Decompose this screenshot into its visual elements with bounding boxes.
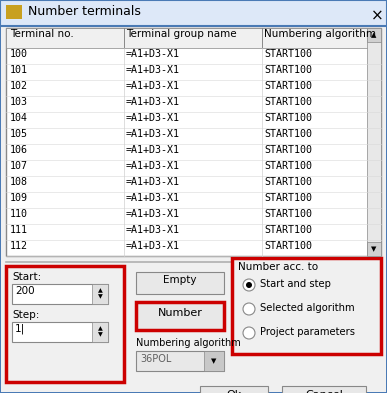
Text: ▼: ▼ [98, 332, 103, 338]
Text: =A1+D3-X1: =A1+D3-X1 [126, 177, 180, 187]
Text: =A1+D3-X1: =A1+D3-X1 [126, 145, 180, 155]
Text: =A1+D3-X1: =A1+D3-X1 [126, 225, 180, 235]
Text: =A1+D3-X1: =A1+D3-X1 [126, 209, 180, 219]
Text: Numbering algorithm: Numbering algorithm [136, 338, 241, 348]
Bar [232, 258, 381, 354]
Bar [282, 386, 366, 393]
Text: START100: START100 [264, 209, 312, 219]
Text: 1|: 1| [15, 324, 25, 334]
Text: Terminal group name: Terminal group name [126, 29, 236, 39]
Text: =A1+D3-X1: =A1+D3-X1 [126, 65, 180, 75]
Text: START100: START100 [264, 49, 312, 59]
Text: 111: 111 [10, 225, 28, 235]
Text: ▼: ▼ [211, 358, 217, 364]
Text: Numbering algorithm: Numbering algorithm [264, 29, 376, 39]
Text: =A1+D3-X1: =A1+D3-X1 [126, 161, 180, 171]
Bar [6, 266, 124, 382]
Text: Number: Number [158, 308, 202, 318]
Text: START100: START100 [264, 225, 312, 235]
Text: =A1+D3-X1: =A1+D3-X1 [126, 81, 180, 91]
Text: Start:: Start: [12, 272, 41, 282]
Text: START100: START100 [264, 65, 312, 75]
Text: 109: 109 [10, 193, 28, 203]
Text: Selected algorithm: Selected algorithm [260, 303, 354, 313]
Text: ▼: ▼ [98, 294, 103, 299]
Text: START100: START100 [264, 81, 312, 91]
Bar [367, 28, 381, 42]
Text: 105: 105 [10, 129, 28, 139]
Text: START100: START100 [264, 129, 312, 139]
Text: START100: START100 [264, 193, 312, 203]
Text: 101: 101 [10, 65, 28, 75]
Text: START100: START100 [264, 241, 312, 251]
Text: START100: START100 [264, 161, 312, 171]
Bar [6, 5, 22, 19]
Bar [204, 351, 224, 371]
Text: =A1+D3-X1: =A1+D3-X1 [126, 241, 180, 251]
Bar [6, 28, 381, 256]
Text: 107: 107 [10, 161, 28, 171]
Text: ▲: ▲ [98, 327, 103, 332]
Bar [12, 322, 108, 342]
Text: =A1+D3-X1: =A1+D3-X1 [126, 49, 180, 59]
Text: 200: 200 [15, 286, 34, 296]
Text: Terminal no.: Terminal no. [10, 29, 74, 39]
Text: 110: 110 [10, 209, 28, 219]
Circle shape [243, 279, 255, 291]
Text: Number acc. to: Number acc. to [238, 262, 318, 272]
Text: Start and step: Start and step [260, 279, 331, 289]
Text: START100: START100 [264, 177, 312, 187]
Text: =A1+D3-X1: =A1+D3-X1 [126, 129, 180, 139]
Text: 108: 108 [10, 177, 28, 187]
Text: Ok: Ok [226, 390, 241, 393]
Bar [367, 242, 381, 256]
Bar [0, 0, 387, 26]
Circle shape [246, 282, 252, 288]
Text: ▲: ▲ [98, 288, 103, 294]
Text: Step:: Step: [12, 310, 39, 320]
Bar [12, 284, 108, 304]
Text: START100: START100 [264, 97, 312, 107]
Text: 102: 102 [10, 81, 28, 91]
Circle shape [243, 327, 255, 339]
Text: Cancel: Cancel [305, 390, 343, 393]
Text: Empty: Empty [163, 275, 197, 285]
Text: 106: 106 [10, 145, 28, 155]
Text: =A1+D3-X1: =A1+D3-X1 [126, 193, 180, 203]
Bar [92, 322, 108, 342]
Text: 112: 112 [10, 241, 28, 251]
Text: 100: 100 [10, 49, 28, 59]
Text: ▼: ▼ [371, 246, 377, 252]
Bar [92, 284, 108, 304]
Text: 36POL: 36POL [140, 354, 171, 364]
Bar [136, 272, 224, 294]
Text: ▲: ▲ [371, 32, 377, 38]
Bar [6, 28, 381, 48]
Text: START100: START100 [264, 113, 312, 123]
Text: Project parameters: Project parameters [260, 327, 355, 337]
Text: START100: START100 [264, 145, 312, 155]
Text: ×: × [371, 8, 384, 23]
Text: 104: 104 [10, 113, 28, 123]
Bar [136, 302, 224, 330]
Bar [136, 351, 224, 371]
Bar [200, 386, 268, 393]
Text: Number terminals: Number terminals [28, 5, 141, 18]
Text: 103: 103 [10, 97, 28, 107]
Text: =A1+D3-X1: =A1+D3-X1 [126, 97, 180, 107]
Bar [367, 28, 381, 256]
Circle shape [243, 303, 255, 315]
Text: =A1+D3-X1: =A1+D3-X1 [126, 113, 180, 123]
